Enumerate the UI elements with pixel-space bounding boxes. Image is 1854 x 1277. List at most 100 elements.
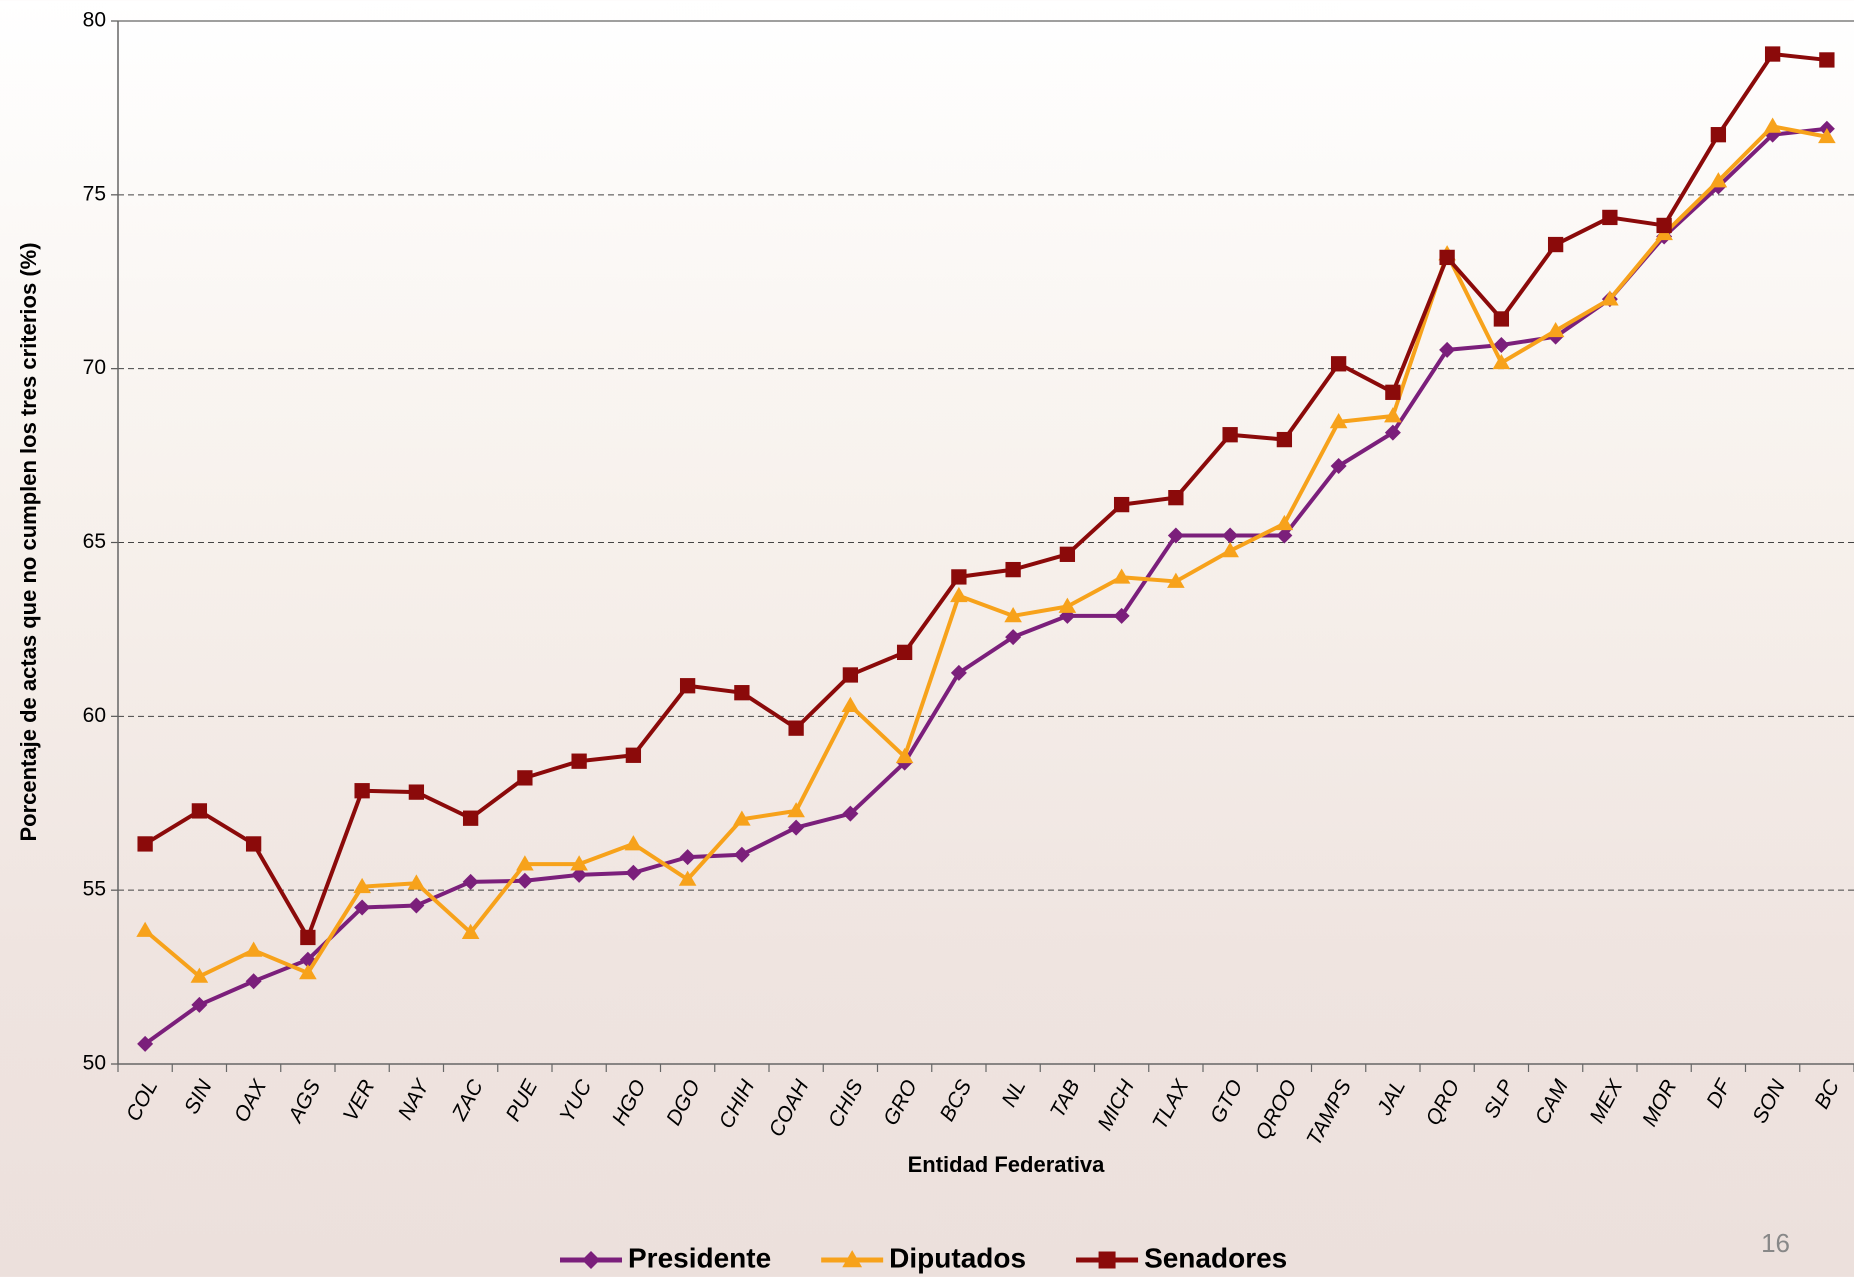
y-tick-label: 75 (83, 182, 106, 205)
legend-text: Senadores (1144, 1242, 1287, 1273)
data-point (517, 873, 533, 889)
series-line (145, 129, 1827, 1044)
data-point (354, 783, 369, 798)
data-point (246, 973, 262, 989)
data-point (950, 587, 968, 602)
data-point (1114, 497, 1129, 512)
data-point (842, 697, 860, 712)
x-tick-label: HGO (608, 1076, 651, 1129)
data-point (787, 802, 805, 817)
x-tick-label: CHIS (824, 1076, 868, 1131)
data-point (897, 645, 912, 660)
x-tick-label: PUE (502, 1075, 543, 1125)
x-tick-label: MICH (1093, 1075, 1139, 1134)
x-tick-label: NAY (394, 1074, 435, 1123)
x-tick-label: BCS (936, 1076, 977, 1125)
data-point (1602, 210, 1617, 225)
x-tick-label: DGO (662, 1076, 705, 1129)
series-0 (137, 121, 1835, 1052)
x-tick-label: QRO (1422, 1076, 1465, 1129)
data-point (1276, 515, 1294, 530)
x-tick-label: SIN (180, 1075, 217, 1117)
data-point (246, 836, 261, 851)
data-point (1547, 322, 1565, 337)
x-tick-label: COAH (765, 1075, 814, 1140)
data-point (1656, 218, 1671, 233)
legend-marker (582, 1251, 600, 1269)
series-line (145, 126, 1827, 976)
x-tick-label: SLP (1480, 1076, 1519, 1122)
data-point (626, 748, 641, 763)
x-tick-label: COL (122, 1076, 163, 1125)
data-point (1765, 46, 1780, 61)
x-tick-label: AGS (283, 1076, 325, 1128)
x-tick-label: TLAX (1148, 1075, 1193, 1133)
chart: Entidad Federativa Porcentaje de actas q… (0, 0, 1854, 1277)
data-point (625, 835, 643, 850)
y-tick-label: 55 (83, 878, 106, 901)
data-point (843, 667, 858, 682)
data-point (788, 721, 803, 736)
x-tick-label: GTO (1206, 1076, 1247, 1127)
x-tick-label: GRO (879, 1076, 922, 1129)
data-point (788, 820, 804, 836)
x-tick-label: MOR (1638, 1076, 1681, 1130)
x-tick-label: OAX (230, 1075, 272, 1126)
series-line (145, 54, 1827, 937)
data-point (300, 930, 315, 945)
legend-marker (1099, 1252, 1116, 1269)
data-point (1819, 52, 1834, 67)
x-tick-label: TAB (1046, 1076, 1085, 1121)
series-1 (136, 118, 1835, 983)
x-tick-label: DF (1702, 1075, 1736, 1112)
data-point (245, 942, 263, 957)
data-point (408, 897, 424, 913)
x-tick-label: TAMPS (1302, 1076, 1356, 1149)
data-point (625, 865, 641, 881)
y-tick-label: 60 (83, 704, 106, 727)
data-point (1222, 528, 1238, 544)
legend-entry: Senadores (1076, 1242, 1287, 1273)
legend-entry: Presidente (560, 1242, 771, 1273)
data-point (571, 754, 586, 769)
page: {"chart_data": { "type": "line", "x_labe… (0, 0, 1854, 1277)
data-point (1385, 385, 1400, 400)
x-tick-label: JAL (1372, 1076, 1410, 1120)
x-tick-label: NL (998, 1076, 1031, 1111)
x-tick-label: QROO (1251, 1076, 1301, 1143)
y-tick-label: 50 (83, 1052, 106, 1075)
data-point (1331, 356, 1346, 371)
y-tick-label: 80 (83, 9, 106, 32)
x-tick-label: VER (339, 1076, 380, 1125)
x-tick-label: BC (1810, 1075, 1844, 1112)
data-point (463, 874, 479, 890)
data-point (1060, 547, 1075, 562)
data-point (1493, 354, 1511, 369)
data-point (1439, 250, 1454, 265)
x-tick-label: MEX (1586, 1075, 1628, 1127)
x-tick-label: CHIH (715, 1075, 760, 1132)
data-point (1764, 118, 1782, 133)
data-point (680, 849, 696, 865)
data-point (1494, 311, 1509, 326)
y-tick-label: 65 (83, 530, 106, 553)
x-tick-label: YUC (555, 1075, 597, 1126)
data-point (1548, 237, 1563, 252)
data-point (1277, 432, 1292, 447)
data-point (517, 770, 532, 785)
data-point (192, 803, 207, 818)
data-point (1168, 490, 1183, 505)
data-point (680, 678, 695, 693)
y-axis-title: Porcentaje de actas que no cumplen los t… (16, 242, 41, 841)
data-point (409, 784, 424, 799)
legend-entry: Diputados (821, 1242, 1026, 1273)
data-point (734, 685, 749, 700)
legend-text: Presidente (628, 1242, 771, 1273)
data-point (951, 569, 966, 584)
x-tick-label: ZAC (447, 1075, 488, 1125)
data-point (734, 847, 750, 863)
x-axis-title: Entidad Federativa (908, 1152, 1106, 1177)
x-tick-label: SON (1748, 1075, 1790, 1127)
x-tick-label: CAM (1531, 1076, 1573, 1128)
series-2 (137, 46, 1834, 945)
